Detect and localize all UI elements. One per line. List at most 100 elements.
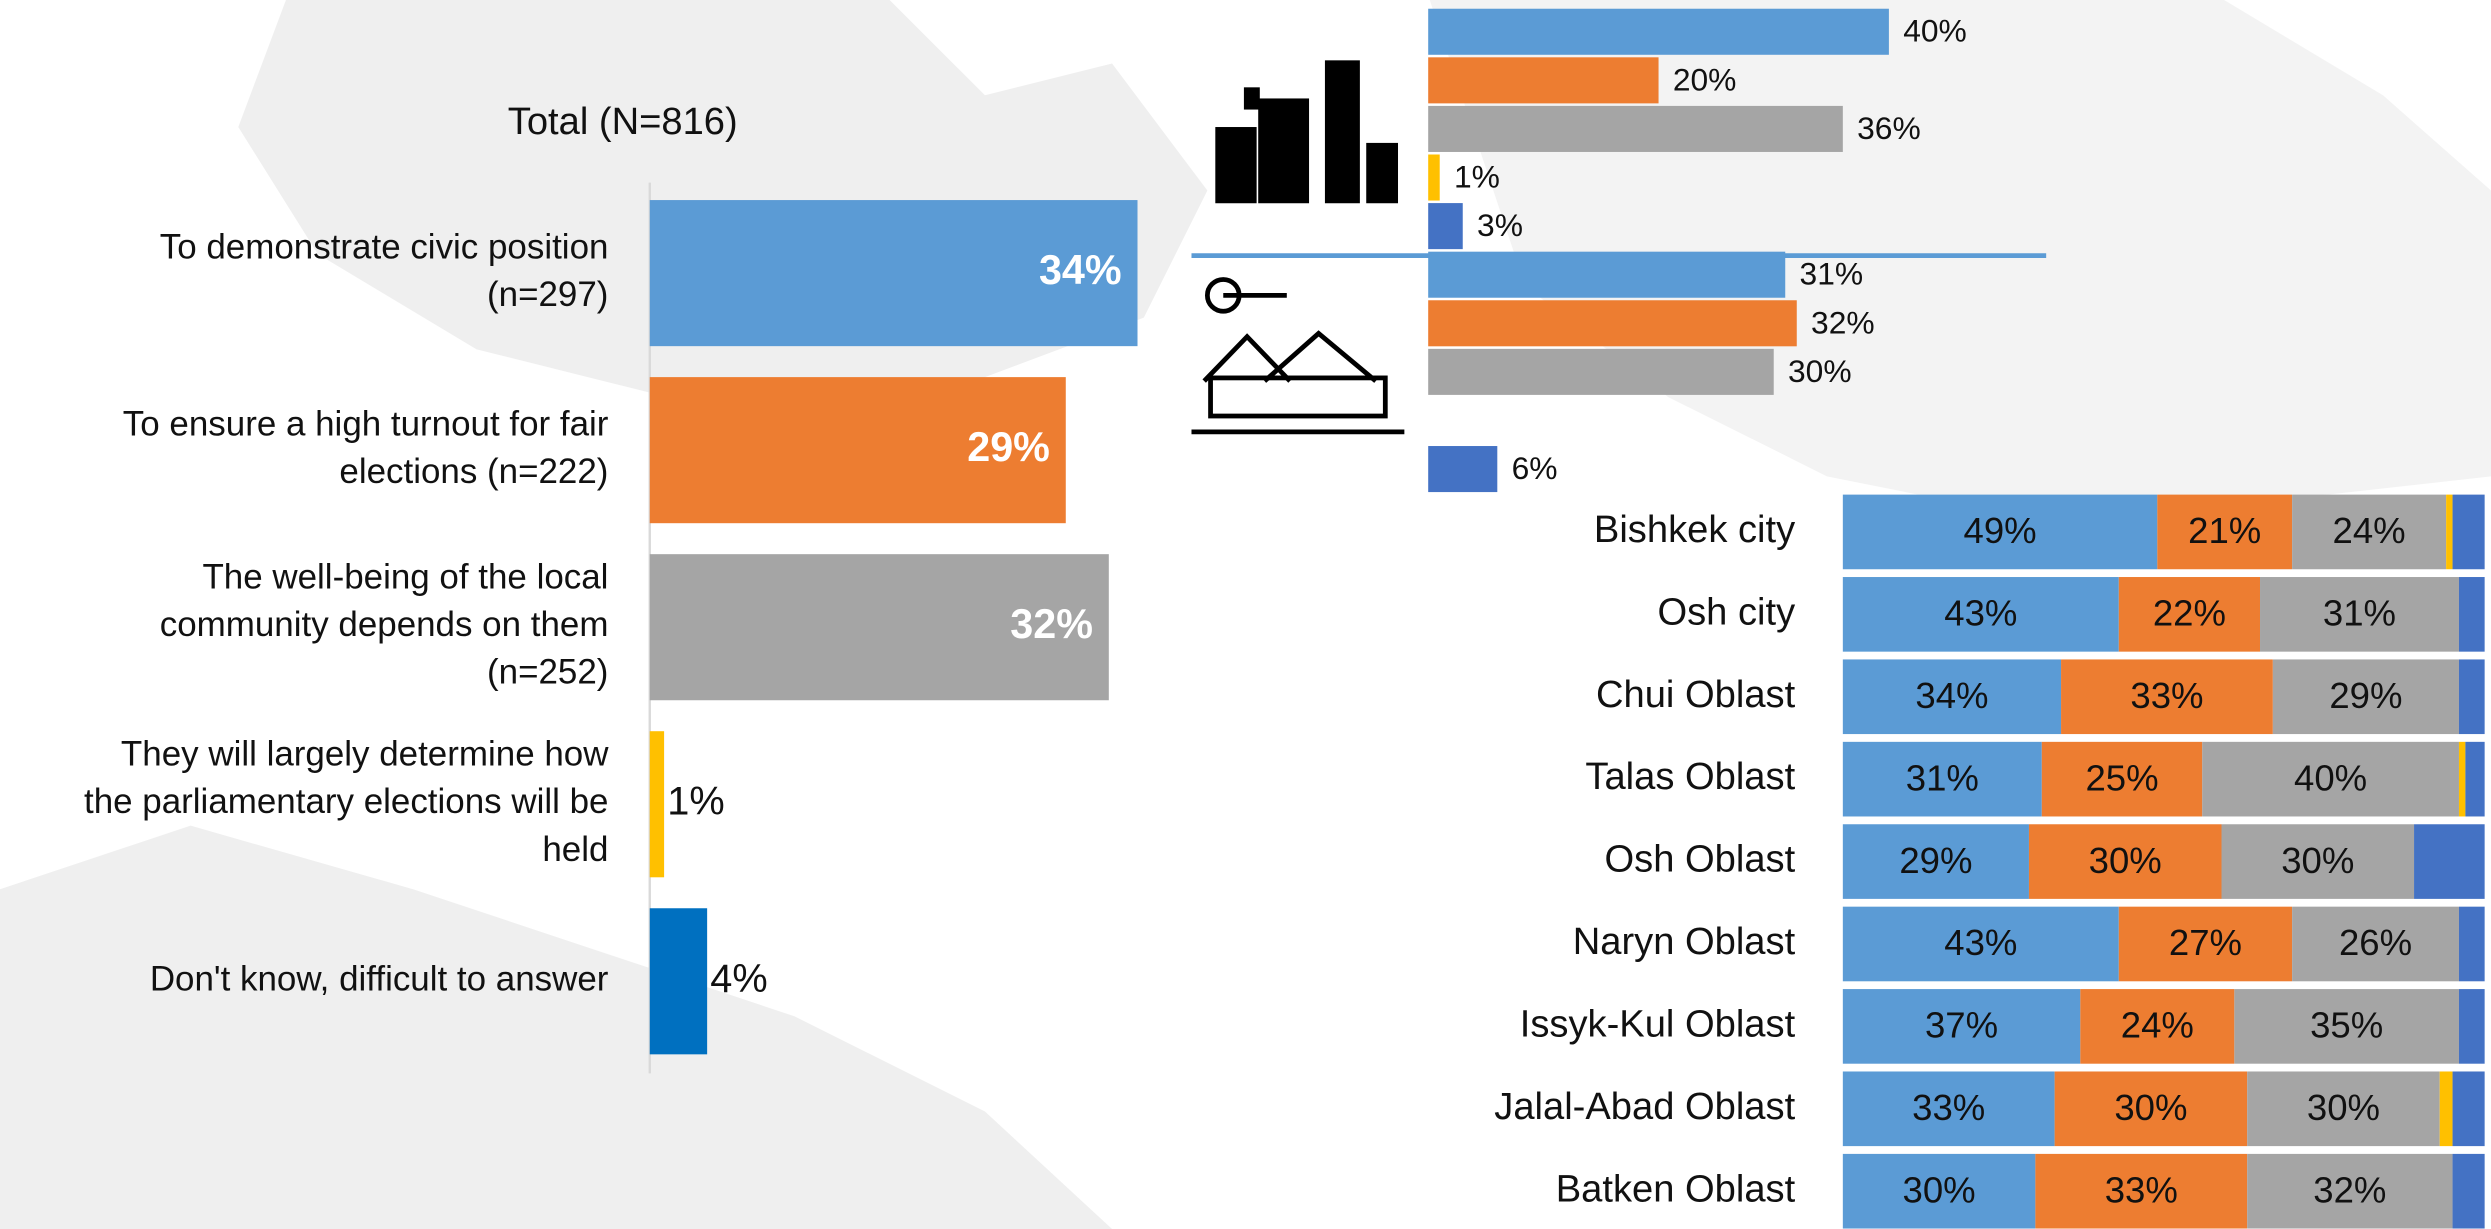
data-label: 24%: [2121, 1005, 2194, 1046]
data-label: 31%: [2323, 593, 2396, 634]
category-label: Osh city: [1657, 591, 1795, 633]
category-label: Issyk-Kul Oblast: [1520, 1003, 1796, 1045]
data-label: 30%: [2114, 1087, 2187, 1128]
data-label: 26%: [2339, 922, 2412, 963]
bar-segment: [2292, 494, 2447, 570]
bar: [649, 554, 1109, 701]
data-label: 40%: [2294, 757, 2367, 798]
data-label: 33%: [2105, 1169, 2178, 1210]
data-label: 40%: [1903, 13, 1967, 49]
bar: [649, 377, 1066, 524]
category-label: Osh Oblast: [1604, 839, 1795, 881]
bar-segment: [1842, 741, 2042, 817]
bar-segment: [2452, 1071, 2485, 1147]
bar-segment: [1842, 824, 2029, 899]
data-label: 30%: [1903, 1169, 1976, 1210]
category-label: To demonstrate civic position (n=297): [160, 228, 609, 314]
bar: [1428, 57, 1659, 104]
data-label: 22%: [2153, 593, 2226, 634]
bar: [649, 200, 1138, 347]
data-label: 31%: [1906, 757, 1979, 798]
data-label: 25%: [2085, 757, 2158, 798]
data-label: 29%: [2329, 675, 2402, 716]
data-label: 34%: [1915, 675, 1988, 716]
city-icon: [1215, 60, 1399, 204]
bar: [1428, 8, 1889, 55]
data-label: 21%: [2188, 510, 2261, 551]
data-label: 29%: [967, 424, 1050, 470]
data-label: 43%: [1944, 593, 2017, 634]
data-label: 32%: [1811, 304, 1875, 340]
bar-segment: [2234, 989, 2459, 1064]
category-label: The well-being of the local community dep…: [160, 558, 609, 692]
category-label: Batken Oblast: [1556, 1168, 1796, 1210]
data-label: 34%: [1039, 247, 1122, 293]
data-label: 33%: [2130, 675, 2203, 716]
bar-segment: [2458, 577, 2485, 652]
bar-segment: [2080, 989, 2235, 1064]
data-label: 36%: [1857, 110, 1921, 146]
bar: [1428, 154, 1440, 201]
bar-segment: [2292, 906, 2459, 982]
category-label: Naryn Oblast: [1573, 921, 1796, 963]
bar-segment: [2247, 1153, 2453, 1229]
bar-segment: [1842, 906, 2119, 982]
bar-segment: [2221, 824, 2415, 899]
bar-segment: [2054, 1071, 2248, 1147]
bar-segment: [2028, 824, 2222, 899]
bar-segment: [2118, 577, 2261, 652]
bar: [649, 908, 708, 1055]
bar-segment: [2458, 906, 2485, 982]
data-label: 33%: [1912, 1087, 1985, 1128]
bar-segment: [1842, 989, 2081, 1064]
bar-segment: [2272, 659, 2459, 735]
village-icon: [1191, 277, 1405, 435]
data-label: 30%: [2307, 1087, 2380, 1128]
bar: [1428, 446, 1498, 493]
bar-segment: [2452, 1153, 2485, 1229]
bar-segment: [2260, 577, 2459, 652]
data-label: 35%: [2310, 1005, 2383, 1046]
data-label: 4%: [710, 957, 767, 1001]
data-label: 20%: [1673, 61, 1737, 97]
bar-segment: [2247, 1071, 2440, 1147]
bar-segment: [1842, 1153, 2036, 1229]
data-label: 1%: [667, 780, 724, 824]
bar: [1428, 251, 1786, 298]
bar-segment: [2202, 741, 2459, 817]
category-label: Don't know, difficult to answer: [150, 960, 609, 999]
data-label: 49%: [1964, 510, 2037, 551]
bar-segment: [2458, 659, 2485, 735]
bar-segment: [2118, 906, 2293, 982]
bar-segment: [2446, 494, 2453, 570]
data-label: 32%: [2313, 1169, 2386, 1210]
bar-segment: [2458, 989, 2485, 1064]
data-label: 1%: [1454, 159, 1500, 195]
bar-segment: [2452, 494, 2485, 570]
data-label: 24%: [2333, 510, 2406, 551]
data-label: 3%: [1477, 207, 1523, 243]
bar-segment: [2157, 494, 2293, 570]
bar-segment: [2041, 741, 2203, 817]
category-label: They will largely determine how the parli…: [84, 735, 609, 869]
data-label: 30%: [2281, 840, 2354, 881]
data-label: 27%: [2169, 922, 2242, 963]
data-label: 31%: [1800, 256, 1864, 292]
category-label: Bishkek city: [1594, 509, 1795, 551]
category-label: To ensure a high turnout for fair electio…: [123, 405, 609, 491]
category-label: Talas Oblast: [1585, 756, 1795, 798]
bar: [1428, 300, 1797, 347]
bar-segment: [2439, 1071, 2453, 1147]
bar: [649, 731, 665, 878]
chart-title: Total (N=816): [508, 101, 738, 143]
bar-segment: [2035, 1153, 2248, 1229]
bar: [1428, 348, 1774, 395]
data-label: 30%: [1788, 353, 1852, 389]
bar: [1428, 203, 1463, 250]
data-label: 37%: [1925, 1005, 1998, 1046]
bar-segment: [1842, 659, 2062, 735]
data-label: 29%: [1899, 840, 1972, 881]
data-label: 32%: [1010, 601, 1093, 647]
bar: [1428, 105, 1843, 152]
